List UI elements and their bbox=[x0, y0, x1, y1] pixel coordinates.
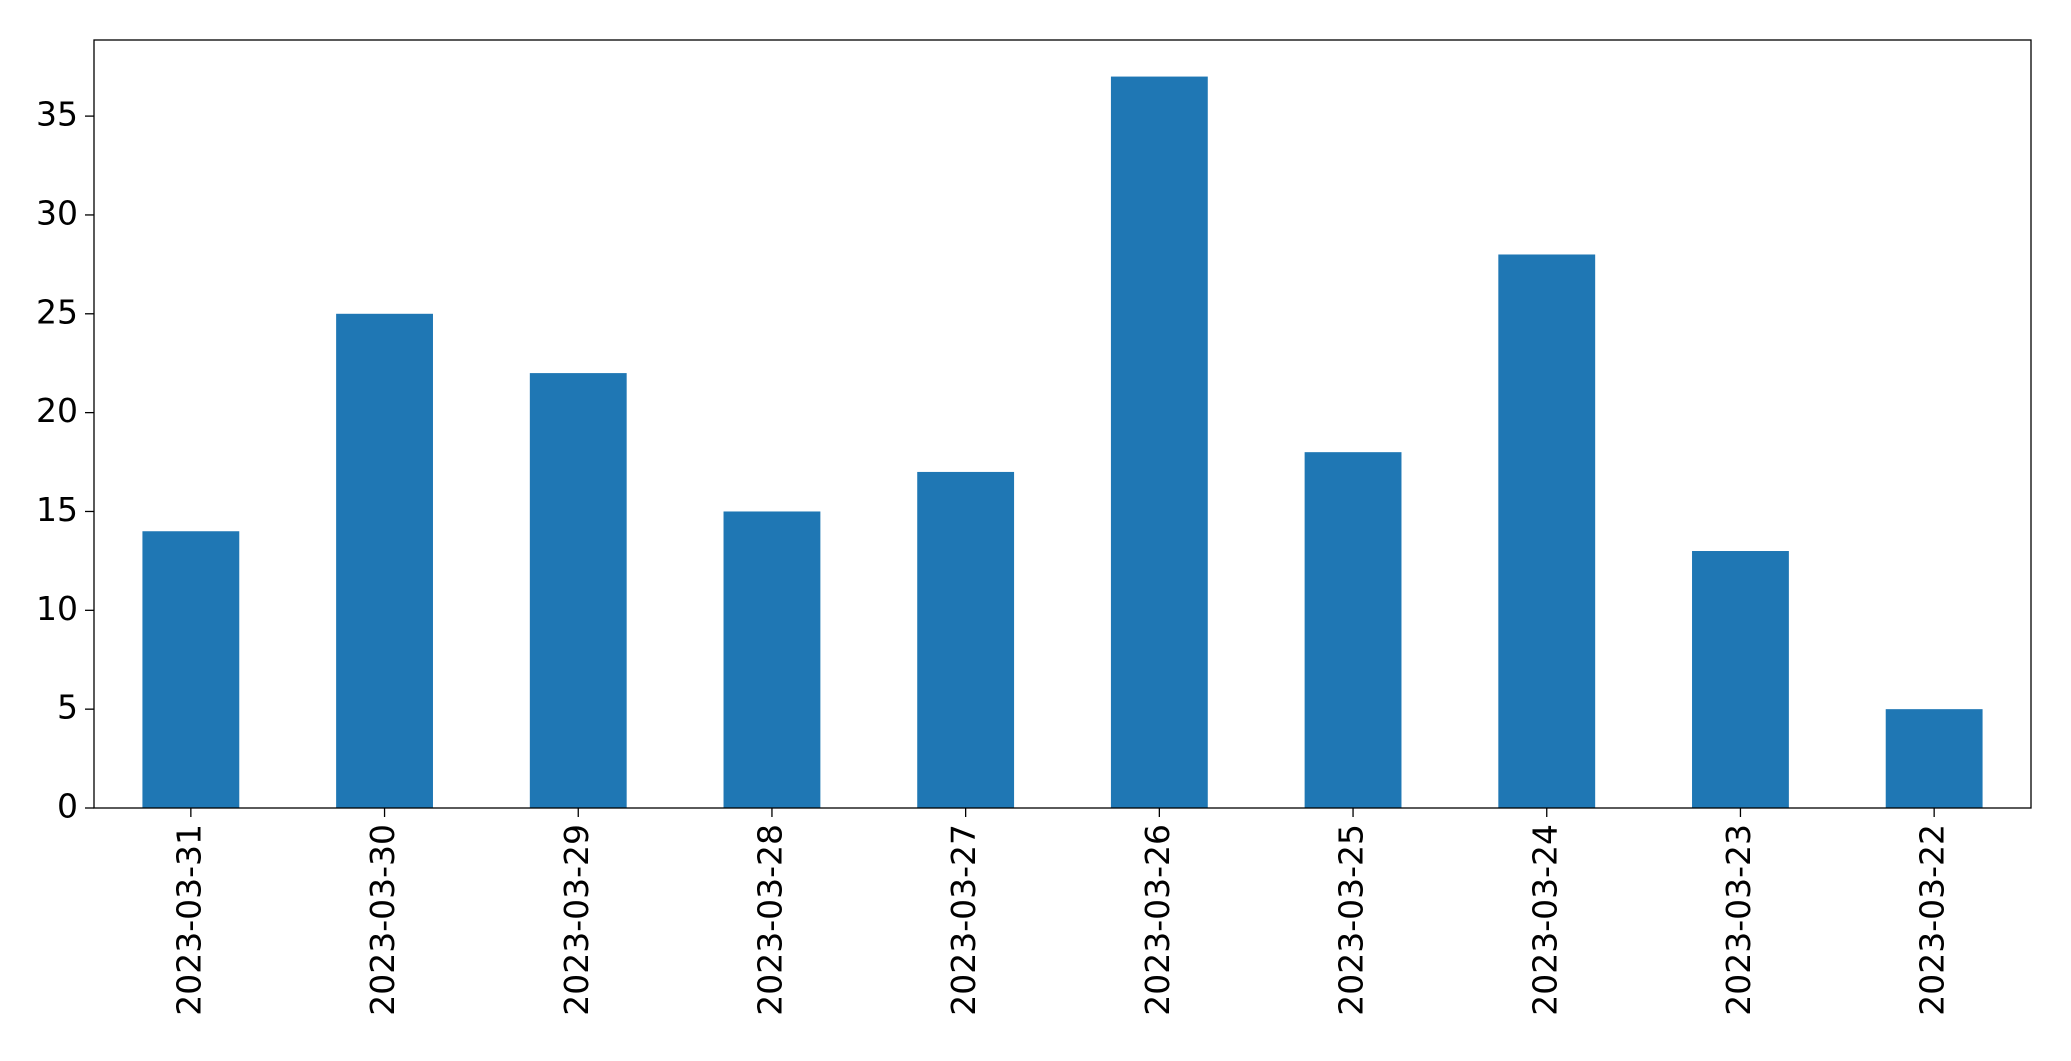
bar bbox=[723, 511, 821, 808]
y-tick-label: 0 bbox=[57, 787, 78, 826]
x-tick-label: 2023-03-24 bbox=[1525, 824, 1564, 1016]
bar bbox=[336, 313, 433, 808]
y-tick-label: 5 bbox=[57, 688, 78, 727]
bar bbox=[1885, 709, 1983, 808]
x-tick-label: 2023-03-31 bbox=[169, 824, 208, 1016]
x-tick-label: 2023-03-28 bbox=[750, 824, 789, 1016]
x-tick-label: 2023-03-25 bbox=[1332, 824, 1371, 1016]
y-tick-label: 10 bbox=[36, 589, 78, 628]
x-tick-label: 2023-03-23 bbox=[1719, 824, 1758, 1016]
y-tick-label: 35 bbox=[36, 95, 78, 134]
x-tick-label: 2023-03-27 bbox=[944, 824, 983, 1016]
x-tick-label: 2023-03-26 bbox=[1138, 824, 1177, 1016]
y-tick-label: 30 bbox=[36, 193, 78, 232]
bar bbox=[1692, 551, 1789, 808]
x-tick-label: 2023-03-29 bbox=[557, 824, 596, 1016]
y-tick-label: 15 bbox=[36, 490, 78, 529]
bar bbox=[529, 373, 627, 808]
bar bbox=[1498, 254, 1596, 809]
y-tick-label: 20 bbox=[36, 391, 78, 430]
bar bbox=[1110, 76, 1208, 809]
bar bbox=[917, 471, 1015, 808]
x-tick-label: 2023-03-30 bbox=[363, 824, 402, 1016]
x-tick-label: 2023-03-22 bbox=[1913, 824, 1952, 1016]
bar bbox=[142, 531, 240, 808]
plot-frame bbox=[93, 39, 2032, 809]
bar bbox=[1304, 452, 1402, 808]
y-tick-label: 25 bbox=[36, 292, 78, 331]
